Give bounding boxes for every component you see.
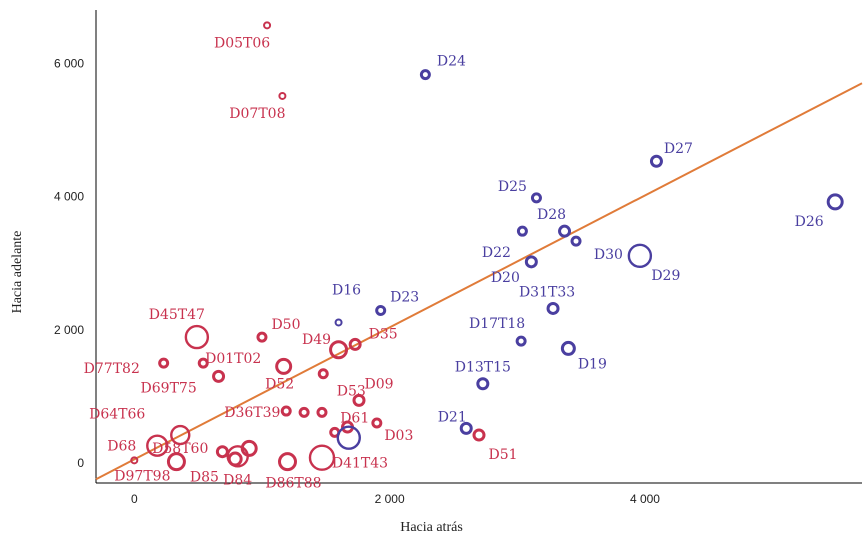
data-point	[227, 451, 243, 467]
data-point	[278, 91, 287, 100]
data-point	[308, 444, 336, 471]
data-point	[826, 193, 844, 211]
data-point	[215, 445, 229, 459]
point-label: D22	[482, 245, 511, 261]
point-label: D64T66	[89, 406, 145, 422]
x-axis-title: Hacia atrás	[400, 520, 463, 535]
data-point	[280, 405, 292, 417]
point-label: D45T47	[149, 307, 205, 323]
point-label: D51	[488, 447, 517, 463]
data-point	[530, 192, 542, 204]
point-label: D97T98	[114, 468, 170, 484]
point-label: D50	[271, 317, 300, 333]
point-label: D20	[491, 270, 520, 286]
data-point	[278, 452, 297, 472]
y-tick-label: 6 000	[54, 56, 84, 70]
point-label: D16	[332, 282, 361, 298]
point-label: D01T02	[205, 351, 261, 367]
axes: 0 2 000 4 000 0 2 000 4 000 6 000	[54, 10, 862, 506]
data-point	[560, 340, 576, 356]
point-label: D61	[340, 410, 369, 426]
point-label: D28	[537, 207, 566, 223]
data-point	[226, 445, 249, 468]
points-group	[130, 21, 844, 472]
point-label: D23	[390, 289, 419, 305]
data-point	[166, 452, 186, 472]
point-label: D27	[664, 141, 693, 157]
data-point	[419, 69, 431, 81]
point-label: D03	[384, 428, 413, 444]
point-label: D41T43	[332, 456, 388, 472]
y-tick-label: 2 000	[54, 323, 84, 337]
point-label: D69T75	[141, 380, 197, 396]
data-point	[472, 428, 486, 442]
data-point	[146, 434, 169, 457]
data-point	[329, 340, 349, 360]
trend-line-group	[95, 82, 863, 481]
data-point	[184, 324, 210, 350]
point-label: D19	[578, 356, 607, 372]
trend-line	[95, 82, 863, 481]
data-point	[558, 224, 572, 238]
point-label: D29	[651, 268, 680, 284]
data-point	[334, 318, 343, 327]
data-point	[375, 304, 387, 316]
point-label: D25	[498, 179, 527, 195]
data-point	[516, 225, 528, 237]
data-point	[336, 425, 361, 450]
data-point	[627, 243, 653, 269]
data-point	[515, 335, 527, 347]
point-label: D30	[594, 247, 623, 263]
point-label: D77T82	[84, 361, 140, 377]
x-tick-label: 4 000	[630, 492, 660, 506]
data-point	[263, 21, 272, 30]
data-point	[348, 337, 362, 351]
point-label: D35	[369, 326, 398, 342]
data-point	[570, 235, 582, 247]
data-point	[352, 393, 366, 407]
y-axis-title: Hacia adelante	[10, 230, 25, 314]
y-tick-label: 0	[77, 456, 84, 470]
point-label: D21	[438, 409, 467, 425]
point-label: D31T33	[519, 284, 575, 300]
point-label: D26	[795, 214, 824, 230]
data-point	[476, 377, 490, 391]
x-tick-label: 0	[131, 492, 138, 506]
point-label: D53	[337, 384, 366, 400]
point-label: D36T39	[224, 405, 280, 421]
data-point	[158, 357, 170, 369]
data-point	[459, 421, 473, 435]
point-label: D24	[437, 54, 466, 70]
data-point	[649, 154, 663, 168]
point-label: D13T15	[455, 360, 511, 376]
point-label: D85	[190, 470, 219, 486]
point-label: D52	[265, 376, 294, 392]
data-point	[170, 424, 191, 446]
data-point	[275, 357, 293, 375]
data-point	[197, 357, 209, 369]
data-point	[317, 368, 329, 380]
y-tick-label: 4 000	[54, 190, 84, 204]
x-tick-label: 2 000	[375, 492, 405, 506]
point-label: D09	[364, 376, 393, 392]
point-label: D05T06	[214, 35, 270, 51]
point-label: D86T88	[265, 476, 321, 492]
data-point	[316, 406, 328, 418]
point-label: D58T60	[152, 441, 208, 457]
point-label: D84	[223, 472, 252, 488]
data-point	[546, 301, 560, 315]
point-label: D17T18	[469, 316, 525, 332]
data-point	[524, 255, 538, 269]
point-label: D68	[107, 439, 136, 455]
point-label: D07T08	[229, 106, 285, 122]
data-point	[256, 331, 268, 343]
data-point	[212, 369, 226, 383]
data-point	[130, 456, 139, 465]
data-point	[371, 417, 383, 429]
point-label: D49	[302, 332, 331, 348]
data-point	[298, 406, 310, 418]
